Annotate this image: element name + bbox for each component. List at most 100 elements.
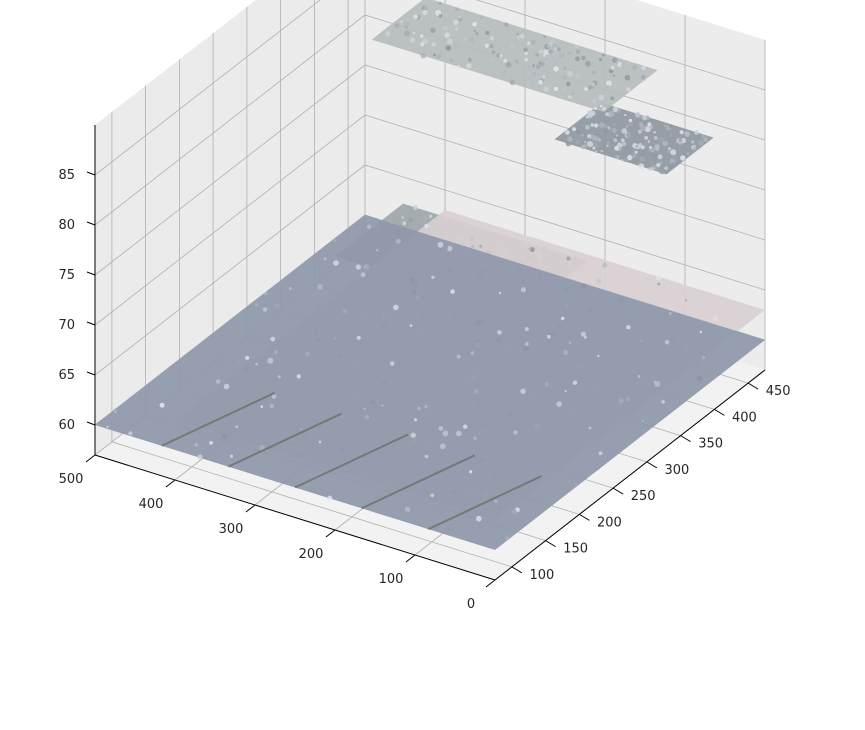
cloud-point xyxy=(663,124,667,127)
cloud-point xyxy=(222,434,228,440)
cloud-point xyxy=(245,355,250,360)
cloud-point xyxy=(510,43,515,49)
cloud-point xyxy=(699,330,703,334)
cloud-point xyxy=(558,52,565,59)
cloud-point xyxy=(550,38,555,44)
cloud-point xyxy=(333,260,339,266)
cloud-point xyxy=(479,16,483,19)
cloud-point xyxy=(678,140,683,145)
cloud-point xyxy=(474,389,479,394)
cloud-point xyxy=(323,257,327,261)
cloud-point xyxy=(475,32,479,35)
cloud-point xyxy=(333,239,337,242)
z-tick-mark xyxy=(86,171,96,176)
cloud-point xyxy=(229,454,234,458)
cloud-point xyxy=(684,347,688,350)
cloud-point xyxy=(598,119,601,123)
cloud-point xyxy=(466,33,472,38)
cloud-point xyxy=(602,262,608,268)
cloud-point xyxy=(128,431,133,436)
cloud-point xyxy=(661,400,665,404)
cloud-point xyxy=(562,75,568,81)
cloud-point xyxy=(485,30,490,36)
cloud-point xyxy=(677,382,680,385)
cloud-point xyxy=(686,152,690,155)
cloud-point xyxy=(544,382,549,387)
cloud-point xyxy=(625,133,631,138)
cloud-point xyxy=(691,140,695,144)
cloud-point xyxy=(638,163,645,170)
cloud-point xyxy=(621,138,625,143)
cloud-point xyxy=(524,57,529,62)
cloud-point xyxy=(670,149,677,156)
cloud-point xyxy=(473,436,477,441)
cloud-point xyxy=(469,37,475,43)
cloud-point xyxy=(585,115,589,119)
axis-lines xyxy=(94,125,766,581)
cloud-point xyxy=(488,57,494,63)
cloud-point xyxy=(566,81,571,87)
cloud-point xyxy=(327,495,333,501)
cloud-point xyxy=(529,247,535,253)
cloud-point xyxy=(572,380,578,385)
cloud-point xyxy=(542,75,546,78)
cloud-point xyxy=(568,408,571,411)
cloud-point xyxy=(392,38,395,41)
cloud-point xyxy=(342,309,348,314)
cloud-point xyxy=(615,134,619,137)
cloud-point xyxy=(547,334,551,339)
cloud-point xyxy=(376,249,379,252)
cloud-point xyxy=(601,53,605,57)
z-tick-mark xyxy=(86,371,96,376)
cloud-point xyxy=(644,126,651,133)
cloud-point xyxy=(315,377,318,381)
cloud-point xyxy=(703,137,708,142)
cloud-point xyxy=(543,35,546,38)
cloud-point xyxy=(575,130,580,134)
cloud-point xyxy=(466,63,472,69)
cloud-point xyxy=(486,376,491,381)
cloud-point xyxy=(463,424,468,429)
cloud-point xyxy=(363,407,366,410)
cloud-point xyxy=(575,49,581,54)
cloud-point xyxy=(385,31,391,37)
right-wall-pane xyxy=(365,0,765,370)
cloud-point xyxy=(442,25,448,31)
cloud-point xyxy=(470,489,473,492)
cloud-point xyxy=(658,137,664,143)
cloud-point xyxy=(621,141,627,147)
cloud-point xyxy=(572,255,578,261)
cloud-point xyxy=(409,277,415,283)
axis-ticks: 0 100 200 300 400 500 100 150 200 250 300 350 400 450… xyxy=(58,168,790,612)
cloud-point xyxy=(445,45,452,51)
cloud-point xyxy=(620,62,627,68)
cloud-point xyxy=(565,304,569,308)
cloud-point xyxy=(696,375,703,382)
cloud-point xyxy=(621,128,627,134)
cloud-point xyxy=(649,160,655,166)
cloud-point xyxy=(679,130,684,135)
y-tick-mark xyxy=(646,461,658,469)
y-tick-label: 300 xyxy=(664,463,689,478)
cloud-point xyxy=(591,98,597,104)
x-tick-mark xyxy=(485,579,496,588)
cloud-point xyxy=(653,131,656,134)
cloud-point xyxy=(649,125,654,129)
cloud-point xyxy=(684,131,690,137)
surface-ground xyxy=(95,215,765,550)
cloud-point xyxy=(413,14,419,20)
cloud-point xyxy=(612,127,617,133)
cloud-point xyxy=(209,441,214,445)
cloud-point xyxy=(289,411,292,414)
cloud-point xyxy=(238,359,241,362)
cloud-point xyxy=(489,36,494,41)
cloud-point xyxy=(585,125,590,130)
cloud-point xyxy=(235,425,239,429)
cloud-point xyxy=(370,400,375,405)
cloud-point xyxy=(691,143,695,146)
cloud-point xyxy=(459,31,463,34)
cloud-point xyxy=(473,29,477,33)
cloud-point xyxy=(667,146,672,151)
cloud-point xyxy=(755,313,758,316)
